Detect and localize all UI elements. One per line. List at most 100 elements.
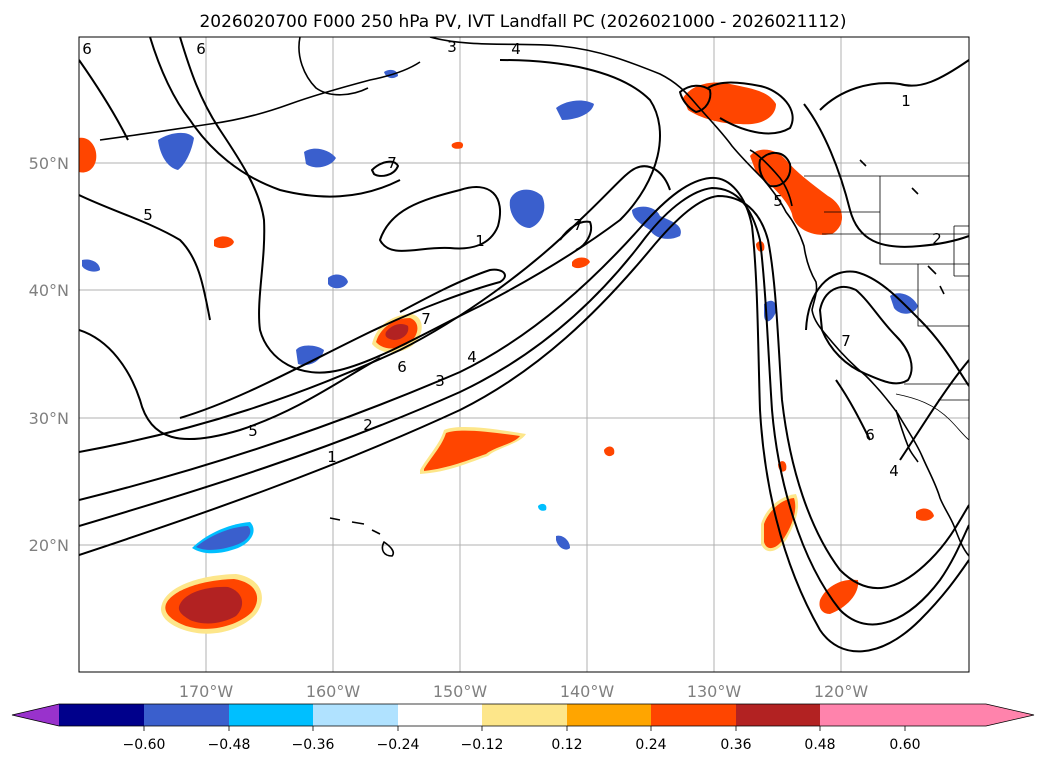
contour-label: 3 bbox=[447, 38, 457, 56]
alaska-peninsula bbox=[99, 61, 421, 141]
colorbar-tick-label: 0.24 bbox=[635, 737, 666, 753]
colorbar-tick-label: 0.60 bbox=[889, 737, 920, 753]
colorbar-segment bbox=[482, 704, 567, 726]
contour-label: 1 bbox=[475, 232, 485, 250]
contour-line bbox=[559, 220, 592, 251]
colorbar-tick-label: −0.12 bbox=[461, 737, 504, 753]
colorbar-extend-min bbox=[12, 704, 59, 726]
contour-line bbox=[835, 379, 871, 441]
colorbar-segment bbox=[229, 704, 313, 726]
contour-label: 2 bbox=[932, 230, 942, 248]
anomaly-blob bbox=[632, 206, 681, 239]
hawaii-islands bbox=[329, 517, 395, 557]
lon-label: 160°W bbox=[306, 682, 361, 701]
us-mexico-border bbox=[895, 393, 969, 441]
colorbar-tick-label: 0.36 bbox=[720, 737, 751, 753]
anomaly-blob bbox=[158, 132, 194, 170]
anomaly-blob bbox=[451, 141, 464, 149]
contour-line bbox=[758, 152, 792, 188]
anomaly-blob bbox=[328, 274, 348, 289]
colorbar-segment bbox=[144, 704, 229, 726]
anomaly-blob bbox=[79, 137, 97, 173]
colorbar-segment bbox=[736, 704, 820, 726]
anomaly-blob bbox=[424, 430, 520, 471]
anomaly-blob bbox=[296, 345, 324, 366]
contour-line bbox=[79, 165, 671, 453]
contour-label: 7 bbox=[421, 310, 431, 328]
contour-line bbox=[79, 59, 129, 141]
contour-label: 4 bbox=[889, 462, 899, 480]
contour-line bbox=[707, 81, 794, 135]
anomaly-blob bbox=[385, 324, 409, 340]
colorbar-tick-label: −0.36 bbox=[292, 737, 335, 753]
colorbar-outline bbox=[11, 703, 1035, 727]
contour-line bbox=[149, 37, 401, 198]
contour-label: 7 bbox=[573, 216, 583, 234]
contour-label: 4 bbox=[467, 348, 477, 366]
anomaly-blob bbox=[304, 148, 336, 168]
contour-label: 1 bbox=[327, 448, 337, 466]
coastlines bbox=[99, 37, 969, 557]
anomaly-blob bbox=[556, 535, 570, 550]
contour-line bbox=[805, 270, 969, 387]
colorbar-ticks bbox=[143, 726, 906, 731]
contour-line bbox=[79, 195, 969, 589]
contour-line bbox=[371, 160, 399, 177]
lon-label: 150°W bbox=[433, 682, 488, 701]
lon-label: 130°W bbox=[687, 682, 742, 701]
anomaly-blob bbox=[819, 579, 859, 614]
lon-label: 170°W bbox=[179, 682, 234, 701]
anomaly-blob bbox=[178, 586, 243, 624]
positive-anomaly-regions bbox=[79, 82, 934, 634]
lat-label: 50°N bbox=[29, 154, 69, 173]
colorbar-segment bbox=[567, 704, 651, 726]
contour-line bbox=[79, 187, 969, 626]
colorbar-tick-label: −0.48 bbox=[208, 737, 251, 753]
colorbar-tick-label: 0.12 bbox=[551, 737, 582, 753]
map-title: 2026020700 F000 250 hPa PV, IVT Landfall… bbox=[199, 12, 846, 32]
map-frame bbox=[78, 36, 970, 673]
contour-line bbox=[79, 329, 381, 441]
vancouver-island bbox=[749, 149, 793, 207]
contour-line bbox=[679, 84, 712, 113]
anomaly-blob bbox=[556, 100, 594, 120]
colorbar-tick-label: −0.60 bbox=[123, 737, 166, 753]
contour-label: 5 bbox=[773, 192, 783, 210]
contour-line bbox=[819, 59, 969, 111]
contour-line bbox=[79, 176, 969, 653]
lat-label: 30°N bbox=[29, 409, 69, 428]
latitude-labels: 50°N 40°N 30°N 20°N bbox=[29, 154, 69, 555]
lat-label: 40°N bbox=[29, 281, 69, 300]
colorbar-segment bbox=[651, 704, 736, 726]
colorbar-tick-label: 0.48 bbox=[804, 737, 835, 753]
negative-anomaly-regions bbox=[82, 69, 918, 554]
colorbar: −0.60 −0.48 −0.36 −0.24 −0.12 0.12 0.24 … bbox=[11, 703, 1035, 753]
anomaly-blob bbox=[82, 259, 100, 272]
contour-labels: 6 6 3 4 1 5 7 1 7 7 6 4 3 2 5 1 5 2 7 6 bbox=[82, 38, 942, 480]
contour-label: 2 bbox=[363, 416, 373, 434]
contour-label: 1 bbox=[901, 92, 911, 110]
anomaly-blob bbox=[538, 503, 547, 511]
anomaly-blob bbox=[916, 508, 934, 521]
contour-label: 5 bbox=[143, 206, 153, 224]
lon-label: 140°W bbox=[560, 682, 615, 701]
contour-line bbox=[79, 194, 211, 321]
contour-line bbox=[379, 186, 501, 252]
state-border bbox=[904, 383, 969, 401]
map-panel: 6 6 3 4 1 5 7 1 7 7 6 4 3 2 5 1 5 2 7 6 bbox=[78, 36, 970, 673]
contour-label: 5 bbox=[248, 422, 258, 440]
anomaly-blob bbox=[196, 526, 251, 550]
contour-label: 4 bbox=[511, 40, 521, 58]
contour-line bbox=[803, 103, 969, 248]
state-border bbox=[917, 264, 969, 327]
lon-label: 120°W bbox=[814, 682, 869, 701]
colorbar-tick-label: −0.24 bbox=[377, 737, 420, 753]
colorbar-segment bbox=[398, 704, 482, 726]
colorbar-segment bbox=[313, 704, 398, 726]
anomaly-blob bbox=[683, 82, 776, 125]
pacific-islands bbox=[859, 159, 945, 295]
state-border bbox=[879, 176, 969, 265]
pv-contours bbox=[79, 37, 969, 653]
anomaly-blob bbox=[604, 446, 615, 457]
